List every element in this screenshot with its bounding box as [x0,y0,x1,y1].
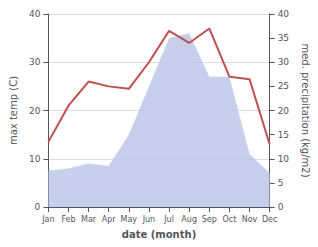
svg-text:25: 25 [278,81,289,91]
svg-text:Oct: Oct [222,215,236,224]
svg-text:30: 30 [29,57,41,67]
svg-text:Jun: Jun [142,215,156,224]
svg-text:date (month): date (month) [122,229,196,240]
svg-text:5: 5 [278,178,284,188]
svg-text:10: 10 [29,154,41,164]
svg-text:40: 40 [29,9,41,19]
svg-text:Dec: Dec [262,215,277,224]
svg-text:0: 0 [278,202,284,212]
svg-text:Sep: Sep [202,215,217,224]
svg-text:max temp (C): max temp (C) [8,76,19,145]
svg-text:May: May [121,215,138,224]
svg-text:20: 20 [29,106,41,116]
svg-text:Nov: Nov [242,215,258,224]
svg-text:20: 20 [278,106,290,116]
svg-text:Mar: Mar [81,215,97,224]
svg-text:Jul: Jul [163,215,174,224]
svg-text:0: 0 [35,202,41,212]
svg-text:Feb: Feb [61,215,75,224]
svg-text:30: 30 [278,57,290,67]
svg-text:35: 35 [278,33,289,43]
svg-text:10: 10 [278,154,290,164]
svg-text:Apr: Apr [102,215,117,224]
svg-text:Jan: Jan [41,215,54,224]
svg-text:15: 15 [278,130,289,140]
svg-text:Aug: Aug [181,215,197,224]
svg-text:40: 40 [278,9,290,19]
svg-text:med. precipitation (kg/m2): med. precipitation (kg/m2) [300,43,311,177]
